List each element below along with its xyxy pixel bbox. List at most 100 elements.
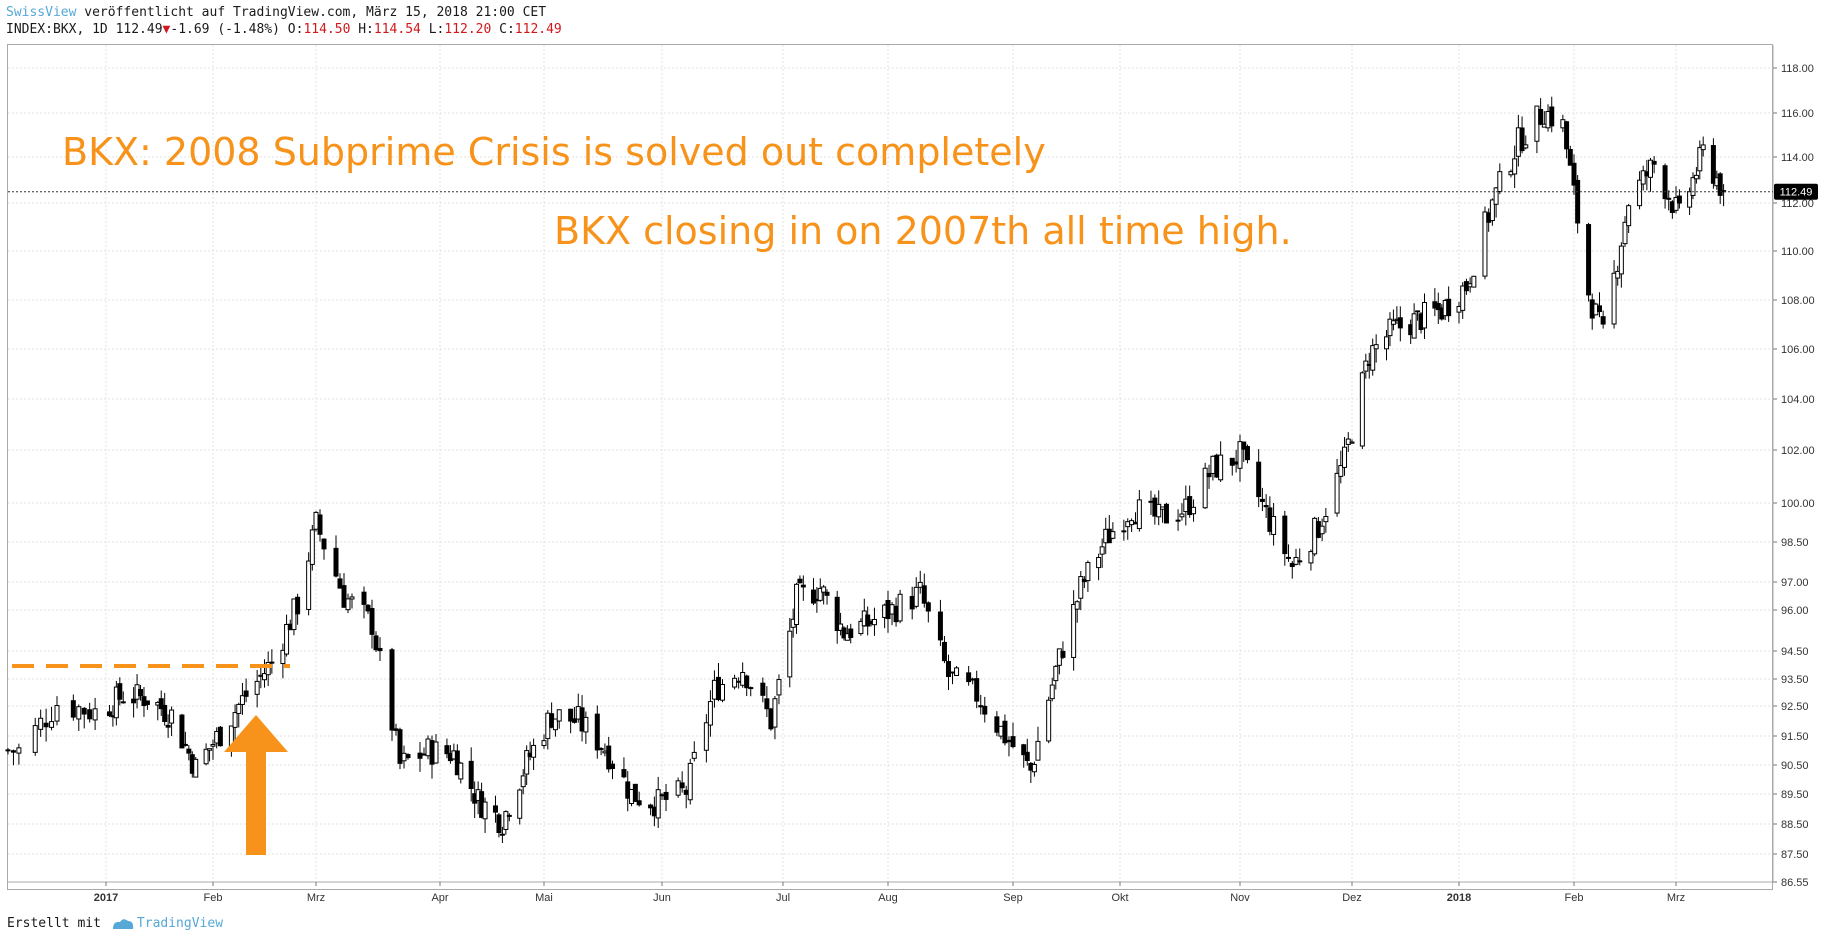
candle-body [1370,345,1376,371]
x-tick-label: Sep [1003,892,1023,904]
candle-body [113,686,119,719]
y-tick-label: 89.50 [1781,789,1809,801]
candle-body [49,721,55,728]
publish-info: veröffentlicht auf TradingView.com, März… [76,5,547,20]
candle-body [524,750,530,775]
candle-body [1460,285,1466,311]
candle-body [1359,372,1365,447]
candle-body [1191,506,1197,515]
candle-body [1342,446,1348,468]
candle-body [1024,751,1030,762]
candle-body [974,678,980,702]
candle-body [1078,576,1084,599]
x-tick-label: Mrz [1667,892,1685,904]
down-arrow-icon: ▼ [162,22,171,37]
candle-body [800,584,806,588]
candle-body [1334,472,1340,514]
candle-body [1308,551,1314,564]
candle-body [834,596,840,632]
candle-body [1648,159,1653,178]
y-tick-label: 110.00 [1781,246,1814,258]
candle-body [1446,298,1452,317]
candle-body [1046,699,1052,742]
candle-body [337,578,343,589]
candle-body [1060,650,1066,658]
y-tick-label: 91.50 [1781,731,1809,743]
x-tick-label: Jun [653,892,671,904]
open-value: 114.50 [303,22,351,37]
y-tick-label: 114.00 [1781,152,1814,164]
candle-body [401,752,407,762]
candle-body [1571,162,1577,186]
candle-body [10,750,16,753]
candle-body [1512,158,1518,175]
x-tick-label: Aug [878,892,898,904]
candle-body [492,805,498,813]
candle-body [1263,505,1269,508]
candle-body [1493,187,1499,205]
candle-body [1693,174,1699,180]
candle-body [365,604,371,612]
candle-body [138,689,144,697]
candle-body [54,705,60,722]
candle-body [306,560,312,610]
candle-body [531,744,537,758]
y-tick-label: 98.50 [1781,537,1809,549]
candle-body [158,698,164,710]
x-tick-label: Feb [1565,892,1584,904]
candle-body [1564,121,1570,150]
author-link[interactable]: SwissView [6,5,77,20]
y-tick-label: 93.50 [1781,674,1809,686]
candle-body [632,783,638,802]
candle-body [309,529,315,565]
candle-body [1349,441,1355,444]
candle-body [417,752,423,759]
candle-body [165,724,171,728]
candle-body [1435,302,1441,311]
candle-body [1241,441,1247,450]
candle-body [1387,318,1393,337]
candle-body [1637,179,1643,207]
last-price-tag [1774,183,1818,200]
candle-body [556,709,562,722]
candle-body [444,745,450,755]
y-tick-label: 96.00 [1781,605,1809,617]
candle-body [269,661,275,664]
y-tick-label: 102.00 [1781,445,1815,457]
candle-body [232,712,238,728]
candle-body [797,578,803,584]
candle-body [817,587,823,601]
candle-body [966,672,972,683]
candle-body [1175,519,1181,522]
candle-body [397,729,403,764]
x-tick-label: Jul [776,892,790,904]
close-value: 112.49 [514,22,562,37]
candle-body [1618,245,1624,275]
candle-body [377,647,383,652]
candle-body [499,833,505,836]
candle-body [425,738,431,757]
candle-body [954,667,960,677]
candle-body [858,620,864,635]
made-with-label: Erstellt mit [7,916,101,931]
candle-body [687,762,693,801]
y-tick-label: 97.00 [1781,577,1809,589]
tradingview-link[interactable]: TradingView [136,916,224,931]
y-tick-label: 87.50 [1781,849,1809,861]
candle-body [838,623,844,631]
candle-body [207,748,213,751]
candle-body [1421,302,1427,329]
candle-body [1363,360,1369,372]
candle-body [131,698,137,704]
candle-body [144,700,150,705]
candle-body [1700,144,1706,151]
candle-body [1373,344,1379,350]
candle-body [1611,272,1617,325]
candle-body [764,698,770,710]
candle-body [186,748,192,754]
candle-body [254,680,260,695]
candle-body [1697,147,1703,172]
candle-body [703,722,709,751]
candle-body [1640,170,1646,185]
